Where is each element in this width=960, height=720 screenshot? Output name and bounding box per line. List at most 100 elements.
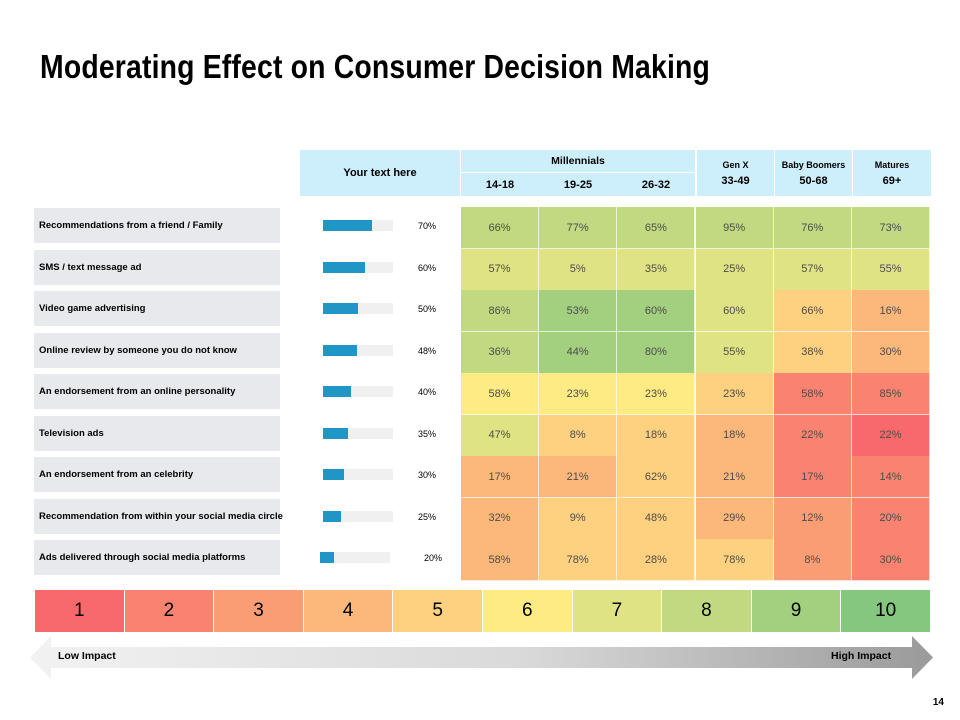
header-boomers-ages: 50-68 [799,175,828,187]
header-age-19-25: 19-25 [539,173,617,196]
row-label: An endorsement from an online personalit… [34,374,280,409]
scale-step: 5 [393,590,483,632]
overall-bar [323,427,348,439]
heatmap-cell: 66% [461,207,539,249]
scale-step: 6 [482,590,573,632]
header-matures: Matures 69+ [852,150,931,196]
overall-bar [323,469,344,480]
heatmap-cell: 21% [539,456,618,498]
overall-value-label: 50% [417,304,436,314]
overall-bar-track [323,344,393,356]
heatmap-cell: 32% [461,497,539,540]
heatmap-cell: 66% [773,290,852,332]
heatmap-cell: 60% [617,290,696,332]
row-label: An endorsement from an celebrity [34,457,280,492]
row-label: Online review by someone you do not know [34,332,280,368]
overall-bar [320,552,334,563]
heatmap-cell: 17% [773,456,852,498]
overall-bar-track [323,386,393,397]
header-boomers-name: Baby Boomers [781,160,846,170]
overall-bar-track [323,469,393,480]
heatmap-cell: 8% [539,414,618,457]
overall-bar [323,386,351,397]
heatmap-cell: 20% [852,497,930,540]
heatmap-cell: 9% [539,497,618,540]
scale-step: 4 [303,590,394,632]
heatmap-cell: 57% [461,248,539,291]
heatmap-cell: 36% [461,331,539,374]
heatmap-cell: 5% [539,248,618,291]
heatmap-cell: 78% [695,539,774,581]
heatmap-cell: 17% [461,456,539,498]
header-your-text: Your text here [300,150,460,196]
heatmap-cell: 25% [695,248,774,291]
heatmap-cell: 16% [852,290,930,332]
header-millennials: Millennials [461,150,695,173]
page-title: Moderating Effect on Consumer Decision M… [40,48,711,85]
overall-bar-track [323,510,393,522]
heatmap-cell: 80% [617,331,696,374]
scale-step: 9 [751,590,842,632]
heatmap-cell: 18% [617,414,696,457]
heatmap-cell: 23% [539,373,618,415]
overall-value-label: 30% [417,470,436,480]
heatmap-cell: 55% [852,248,930,291]
scale-step: 1 [35,590,125,632]
heatmap-cell: 77% [539,207,618,249]
heatmap-cell: 53% [539,290,618,332]
header-genx: Gen X 33-49 [696,150,774,196]
heatmap-cell: 38% [773,331,852,374]
heatmap-cell: 47% [461,414,539,457]
heatmap-cell: 78% [539,539,618,581]
heatmap-cell: 44% [539,331,618,374]
header-genx-name: Gen X [722,160,749,170]
overall-value-label: 40% [417,387,436,397]
heatmap-cell: 55% [695,331,774,374]
overall-bar [323,344,357,356]
overall-value-label: 60% [417,262,436,273]
scale-step: 7 [572,590,663,632]
heatmap-cell: 22% [852,414,930,457]
heatmap-cell: 60% [695,290,774,332]
overall-bar-track [323,261,393,273]
scale-step: 8 [662,590,752,632]
heatmap-cell: 23% [617,373,696,415]
overall-bar [323,261,365,273]
overall-bar-track [323,220,393,231]
heatmap-cell: 35% [617,248,696,291]
scale-step: 2 [124,590,215,632]
header-genx-ages: 33-49 [721,175,750,187]
row-label: Video game advertising [34,291,280,326]
overall-value-label: 35% [417,428,436,439]
row-label: Recommendations from a friend / Family [34,208,280,243]
heatmap-cell: 28% [617,539,696,581]
heatmap-cell: 14% [852,456,930,498]
heatmap-cell: 30% [852,331,930,374]
heatmap-cell: 58% [773,373,852,415]
impact-scale: 1 2 3 4 5 6 7 8 9 10 [35,590,931,632]
row-label: SMS / text message ad [34,249,280,285]
heatmap-cell: 57% [773,248,852,291]
overall-bar-track [323,427,393,439]
overall-bar-track [323,303,393,314]
low-impact-label: Low Impact [58,650,116,662]
overall-bar [323,510,341,522]
heatmap-cell: 58% [461,373,539,415]
row-label: Ads delivered through social media platf… [34,540,280,575]
heatmap-cell: 22% [773,414,852,457]
header-matures-name: Matures [874,160,910,170]
heatmap-cell: 8% [773,539,852,581]
header-age-26-32: 26-32 [617,173,695,196]
heatmap-cell: 85% [852,373,930,415]
header-boomers: Baby Boomers 50-68 [774,150,852,196]
heatmap-cell: 29% [695,497,774,540]
overall-value-label: 70% [417,221,436,231]
overall-bar [323,303,358,314]
scale-step: 10 [841,590,931,632]
heatmap-cell: 65% [617,207,696,249]
heatmap-cell: 18% [695,414,774,457]
heatmap-cell: 58% [461,539,539,581]
heatmap-cell: 86% [461,290,539,332]
header-age-14-18: 14-18 [461,173,539,196]
heatmap-cell: 23% [695,373,774,415]
